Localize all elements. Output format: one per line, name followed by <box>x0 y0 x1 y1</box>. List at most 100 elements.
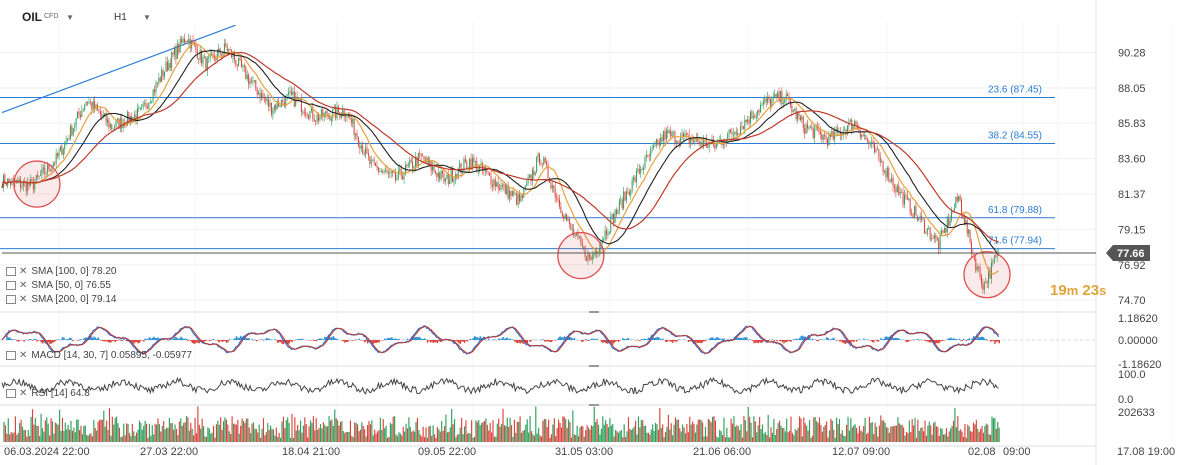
candle-body <box>698 141 700 144</box>
volume-bar <box>143 425 145 442</box>
macd-histogram-bar <box>761 340 764 343</box>
y-tick-label: 79.15 <box>1118 224 1146 236</box>
macd-histogram-bar <box>247 338 249 340</box>
volume-bar <box>843 435 845 442</box>
volume-bar <box>962 436 965 442</box>
candle-body <box>309 110 311 119</box>
indicator-sma-100[interactable]: ✕ SMA [100, 0] 78.20 <box>6 266 116 278</box>
macd-histogram-bar <box>47 340 50 343</box>
indicator-sma-200[interactable]: ✕ SMA [200, 0] 79.14 <box>6 294 116 306</box>
volume-bar <box>672 435 674 442</box>
volume-bar <box>114 418 116 442</box>
indicator-sma-50[interactable]: ✕ SMA [50, 0] 76.55 <box>6 280 111 292</box>
macd-histogram-bar <box>526 340 529 344</box>
volume-bar <box>563 417 565 442</box>
candle-body <box>357 137 359 146</box>
candle-body <box>864 135 866 137</box>
candle-body <box>419 153 421 154</box>
timeframe-selector[interactable]: H1 <box>114 12 127 23</box>
macd-histogram-bar <box>309 340 312 341</box>
candle-body <box>305 113 307 115</box>
candle-body <box>186 40 188 42</box>
macd-histogram-bar <box>907 340 909 342</box>
macd-histogram-bar <box>421 339 423 340</box>
macd-histogram-bar <box>897 338 899 340</box>
macd-histogram-bar <box>696 340 698 344</box>
candle-body <box>38 175 40 177</box>
indicator-macd[interactable]: ✕ MACD [14, 30, 7] 0.05895, -0.05977 <box>6 350 192 362</box>
fibonacci-level-label: 23.6 (87.45) <box>988 84 1042 95</box>
volume-bar <box>540 436 543 442</box>
settings-icon[interactable] <box>6 294 16 304</box>
candle-body <box>393 171 395 173</box>
candle-body <box>241 59 243 67</box>
macd-histogram-bar <box>676 340 678 342</box>
volume-bar <box>836 417 838 442</box>
candle-body <box>862 134 864 137</box>
macd-histogram-bar <box>225 340 228 343</box>
caret-down-icon[interactable]: ▼ <box>143 13 151 22</box>
volume-bar <box>461 417 463 442</box>
volume-bar <box>613 436 615 442</box>
volume-bar <box>918 430 920 442</box>
candle-body <box>628 192 630 196</box>
candle-body <box>826 138 828 146</box>
macd-histogram-bar <box>709 338 711 340</box>
settings-icon[interactable] <box>6 388 16 398</box>
candle-body <box>990 262 992 279</box>
candle-body <box>178 44 180 53</box>
volume-bar <box>800 418 802 442</box>
close-icon[interactable]: ✕ <box>19 266 28 277</box>
candle-body <box>27 182 29 192</box>
macd-histogram-bar <box>462 340 464 342</box>
macd-histogram-bar <box>716 337 718 340</box>
volume-bar <box>773 418 775 442</box>
volume-bar <box>630 430 632 442</box>
volume-bar <box>389 422 391 442</box>
volume-bar <box>50 418 52 442</box>
settings-icon[interactable] <box>6 350 16 360</box>
volume-bar <box>382 419 384 442</box>
macd-histogram-bar <box>103 340 105 342</box>
candle-body <box>409 160 411 165</box>
close-icon[interactable]: ✕ <box>19 350 28 361</box>
volume-bar <box>948 431 950 442</box>
candle-body <box>831 130 833 137</box>
macd-histogram-bar <box>348 340 350 341</box>
macd-histogram-bar <box>786 340 788 343</box>
indicator-rsi[interactable]: ✕ RSI [14] 64.8 <box>6 388 90 400</box>
volume-bar <box>650 429 652 442</box>
macd-histogram-bar <box>788 340 791 342</box>
macd-histogram-bar <box>19 340 21 341</box>
macd-histogram-bar <box>244 337 246 340</box>
macd-histogram-bar <box>193 340 195 344</box>
close-icon[interactable]: ✕ <box>19 280 28 291</box>
volume-bar <box>542 420 544 442</box>
caret-down-icon[interactable]: ▼ <box>66 13 74 22</box>
candle-body <box>148 102 150 109</box>
candle-body <box>218 48 220 53</box>
volume-bar <box>981 425 983 442</box>
candle-body <box>556 197 558 199</box>
close-icon[interactable]: ✕ <box>19 294 28 305</box>
settings-icon[interactable] <box>6 280 16 290</box>
macd-histogram-bar <box>106 340 108 342</box>
symbol-name[interactable]: OIL <box>22 10 42 24</box>
candle-body <box>496 182 498 187</box>
volume-bar <box>828 430 831 442</box>
indicator-label: SMA [50, 0] 76.55 <box>31 280 111 291</box>
macd-histogram-bar <box>640 338 643 340</box>
candle-body <box>511 191 513 196</box>
volume-bar <box>416 417 419 442</box>
candle-body <box>399 168 401 171</box>
candle-body <box>717 142 719 144</box>
volume-bar <box>565 419 567 442</box>
close-icon[interactable]: ✕ <box>19 388 28 399</box>
volume-bar <box>197 406 199 442</box>
x-tick-label: 09:00 <box>1003 446 1031 458</box>
volume-bar <box>117 423 119 442</box>
macd-histogram-bar <box>137 340 139 344</box>
settings-icon[interactable] <box>6 266 16 276</box>
macd-histogram-bar <box>322 339 325 340</box>
